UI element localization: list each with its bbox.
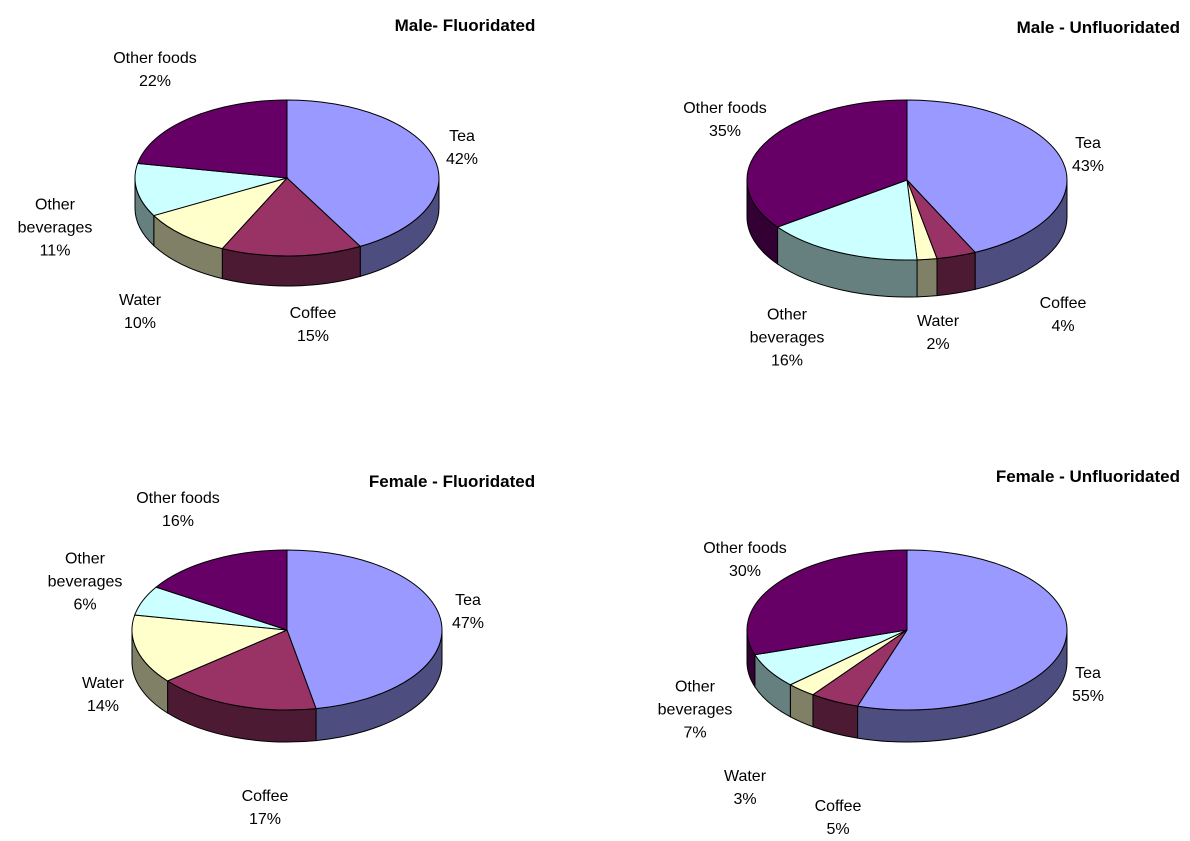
slice-category: Other beverages [657,678,733,719]
slice-label: Other foods 35% [683,97,767,143]
slice-label: Tea 47% [426,589,510,635]
slice-category: Other foods [113,50,197,67]
slice-label: Water 14% [61,672,145,718]
slice-label: Other beverages 16% [745,304,829,373]
slice-category: Water [723,768,767,785]
slice-category: Other foods [703,540,787,557]
chart-title: Female - Unfluoridated [995,467,1180,486]
slice-category: Other foods [683,100,767,117]
slice-value: 3% [733,791,757,808]
slice-value: 35% [708,123,742,140]
slice-label: Water 2% [896,310,980,356]
slice-value: 6% [73,596,97,614]
slice-label: Tea 55% [1046,662,1130,708]
slice-value: 2% [926,336,950,353]
pie-slice [286,549,443,710]
slice-category: Tea [455,592,481,609]
slice-category: Tea [1075,665,1101,682]
slice-category: Coffee [241,788,289,805]
pie-side [916,258,938,298]
slice-category: Coffee [1039,295,1087,312]
slice-value: 30% [728,563,762,580]
pie-slice [134,162,288,217]
slice-label: Tea 42% [420,125,504,171]
slice-value: 55% [1071,688,1105,705]
pie-slice [136,99,288,179]
slice-category: Tea [1075,135,1101,152]
slice-value: 7% [683,724,707,742]
slice-label: Other beverages 6% [43,548,127,617]
slice-value: 42% [445,151,479,168]
chart-title: Male- Fluoridated [394,16,536,35]
slice-category: Water [81,675,125,692]
slice-label: Coffee 5% [796,795,880,841]
slice-value: 14% [86,698,120,715]
slice-label: Other foods 30% [703,537,787,583]
slice-label: Water 10% [98,289,182,335]
slice-category: Other beverages [749,306,825,347]
slice-category: Tea [449,128,475,145]
pie-slice [166,629,317,711]
slice-category: Other foods [136,490,220,507]
slice-category: Coffee [814,798,862,815]
slice-value: 16% [161,513,195,530]
slice-value: 17% [248,811,282,828]
pie-slice [131,614,288,682]
slice-category: Other beverages [47,550,123,591]
slice-label: Other foods 22% [113,47,197,93]
pie-slice [856,549,1068,711]
slice-label: Water 3% [703,765,787,811]
slice-value: 22% [138,73,172,90]
chart-title: Male - Unfluoridated [1016,18,1180,37]
slice-category: Water [916,313,960,330]
slice-value: 4% [1051,318,1075,335]
pie-slice [746,549,908,656]
slice-value: 11% [39,242,71,260]
slice-label: Other beverages 11% [13,194,97,263]
chart-title: Female - Fluoridated [368,472,536,491]
slice-category: Other beverages [17,196,93,237]
pie-slice [906,99,1068,253]
pie-slice [155,549,288,631]
pie-side [936,251,976,297]
slice-label: Coffee 4% [1021,292,1105,338]
slice-category: Water [118,292,162,309]
slice-label: Coffee 17% [223,785,307,831]
slice-value: 10% [123,315,157,332]
pie-slice [221,177,362,257]
slice-category: Coffee [289,305,337,322]
slice-value: 5% [826,821,850,838]
pie-slice [286,99,440,247]
pie-slice [152,177,289,250]
slice-value: 15% [296,328,330,345]
slice-label: Other foods 16% [136,487,220,533]
pie-slice [776,179,918,261]
pie-slice [746,99,908,228]
slice-label: Other beverages 7% [653,676,737,745]
slice-label: Coffee 15% [271,302,355,348]
slice-label: Tea 43% [1046,132,1130,178]
slice-value: 43% [1071,158,1105,175]
slice-value: 16% [770,352,804,370]
slice-value: 47% [451,615,485,632]
